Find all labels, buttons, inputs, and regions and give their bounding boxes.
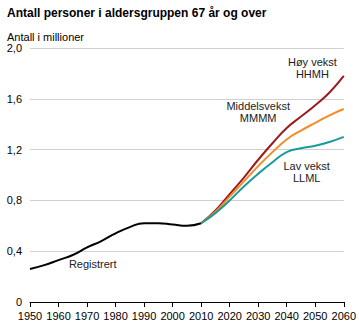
svg-text:Middelsvekst: Middelsvekst — [226, 100, 290, 112]
svg-text:0,8: 0,8 — [7, 194, 22, 206]
svg-text:1970: 1970 — [75, 310, 99, 322]
svg-text:1960: 1960 — [46, 310, 70, 322]
svg-text:HHMH: HHMH — [296, 68, 329, 80]
svg-text:Registrert: Registrert — [69, 258, 117, 270]
svg-text:0,4: 0,4 — [7, 245, 22, 257]
svg-text:2040: 2040 — [274, 310, 298, 322]
svg-text:2,0: 2,0 — [7, 42, 22, 54]
svg-text:Antall personer i aldersgruppe: Antall personer i aldersgruppen 67 år og… — [7, 6, 267, 20]
svg-text:1950: 1950 — [18, 310, 42, 322]
svg-text:0: 0 — [16, 296, 22, 308]
svg-text:2030: 2030 — [246, 310, 270, 322]
svg-text:LLML: LLML — [293, 172, 321, 184]
svg-text:2020: 2020 — [217, 310, 241, 322]
svg-text:2050: 2050 — [303, 310, 327, 322]
svg-text:MMMM: MMMM — [240, 112, 277, 124]
svg-text:1980: 1980 — [103, 310, 127, 322]
svg-text:2060: 2060 — [332, 310, 356, 322]
svg-text:1,6: 1,6 — [7, 93, 22, 105]
svg-text:2010: 2010 — [189, 310, 213, 322]
svg-text:1990: 1990 — [132, 310, 156, 322]
svg-text:Høy vekst: Høy vekst — [288, 56, 337, 68]
svg-text:1,2: 1,2 — [7, 144, 22, 156]
svg-text:Lav vekst: Lav vekst — [283, 160, 329, 172]
svg-text:Antall i millioner: Antall i millioner — [7, 31, 84, 43]
svg-text:2000: 2000 — [160, 310, 184, 322]
